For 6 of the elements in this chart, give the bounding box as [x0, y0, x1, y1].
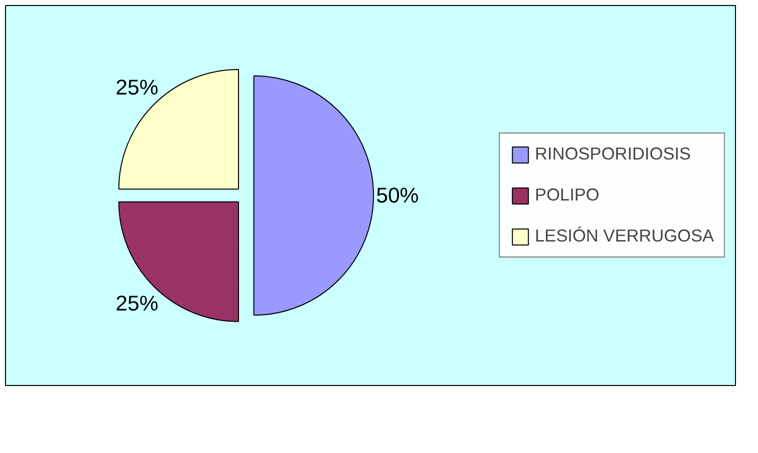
legend-label: POLIPO	[534, 184, 600, 206]
data-label: 50%	[376, 184, 419, 208]
legend-label: LESIÓN VERRUGOSA	[534, 226, 714, 246]
legend-label: RINOSPORIDIOSIS	[534, 144, 691, 164]
data-label: 25%	[116, 291, 158, 316]
data-label: 25%	[116, 76, 158, 100]
